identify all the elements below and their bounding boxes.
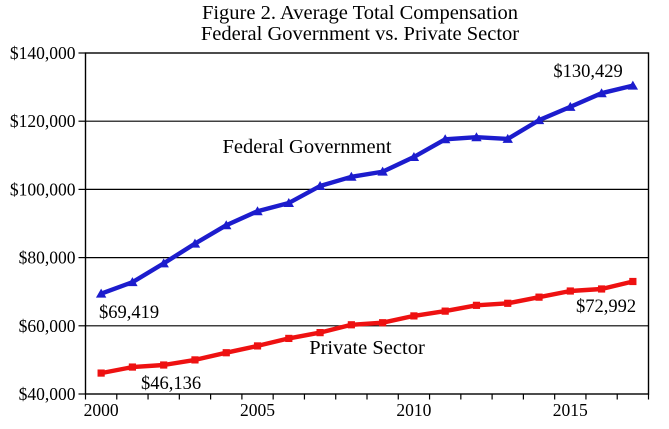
y-tick-label: $80,000 xyxy=(19,248,76,268)
federal-government-marker xyxy=(158,258,169,268)
private-sector-marker xyxy=(629,277,637,286)
federal-government-marker xyxy=(283,198,295,208)
x-tick-label: 2015 xyxy=(553,400,588,420)
y-tick-label: $120,000 xyxy=(10,111,76,131)
chart-title-line2: Federal Government vs. Private Sector xyxy=(200,23,520,45)
private-sector-marker xyxy=(160,361,168,369)
y-tick-label: $100,000 xyxy=(10,179,76,199)
federal-government-marker xyxy=(221,220,232,230)
private-end-value-label: $72,992 xyxy=(576,297,636,317)
y-tick-label: $60,000 xyxy=(19,316,76,336)
private-sector-marker xyxy=(285,334,293,343)
private-sector-marker xyxy=(347,321,355,329)
private-sector-marker xyxy=(566,287,574,295)
federal-government-marker xyxy=(565,101,576,111)
private-sector-marker xyxy=(222,349,230,357)
federal-government-marker xyxy=(408,152,420,162)
federal-government-line xyxy=(98,83,636,296)
federal-government-marker xyxy=(252,206,263,216)
federal-government-marker xyxy=(127,277,138,287)
federal-government-marker xyxy=(439,134,451,144)
y-tick-label: $140,000 xyxy=(10,43,76,63)
x-tick-label: 2005 xyxy=(240,400,275,420)
private-sector-marker xyxy=(97,369,105,377)
private-sector-marker xyxy=(316,329,324,337)
plot-border xyxy=(84,52,650,395)
private-sector-marker xyxy=(597,285,606,293)
private-sector-marker xyxy=(191,356,199,364)
private-sector-marker xyxy=(472,301,481,309)
chart-title-line1: Figure 2. Average Total Compensation xyxy=(201,2,519,24)
private-sector-marker xyxy=(253,342,262,350)
federal-series-label: Federal Government xyxy=(222,136,391,158)
federal-government-marker xyxy=(596,88,607,98)
federal-end-value-label: $130,429 xyxy=(553,62,622,82)
private-sector-marker xyxy=(504,299,512,307)
x-tick-label: 2000 xyxy=(84,400,119,420)
private-sector-marker xyxy=(128,363,137,371)
chart-title: Figure 2. Average Total Compensation Fed… xyxy=(40,3,669,45)
private-sector-marker xyxy=(379,319,387,327)
federal-government-marker xyxy=(377,166,388,176)
federal-start-value-label: $69,419 xyxy=(99,303,159,323)
y-tick-label: $40,000 xyxy=(19,384,76,404)
federal-government-marker xyxy=(627,80,639,90)
private-sector-line xyxy=(98,279,636,376)
private-sector-marker xyxy=(535,293,543,301)
federal-government-marker xyxy=(95,288,107,298)
federal-government-marker xyxy=(189,238,201,248)
federal-government-marker xyxy=(533,115,545,125)
federal-government-marker xyxy=(502,133,513,143)
private-sector-marker xyxy=(410,312,418,320)
federal-government-marker xyxy=(314,180,326,190)
private-sector-marker xyxy=(441,307,449,315)
federal-government-marker xyxy=(471,132,482,142)
federal-government-marker xyxy=(346,171,357,181)
private-start-value-label: $46,136 xyxy=(141,374,201,394)
private-series-label: Private Sector xyxy=(309,337,425,359)
x-tick-label: 2010 xyxy=(396,400,431,420)
